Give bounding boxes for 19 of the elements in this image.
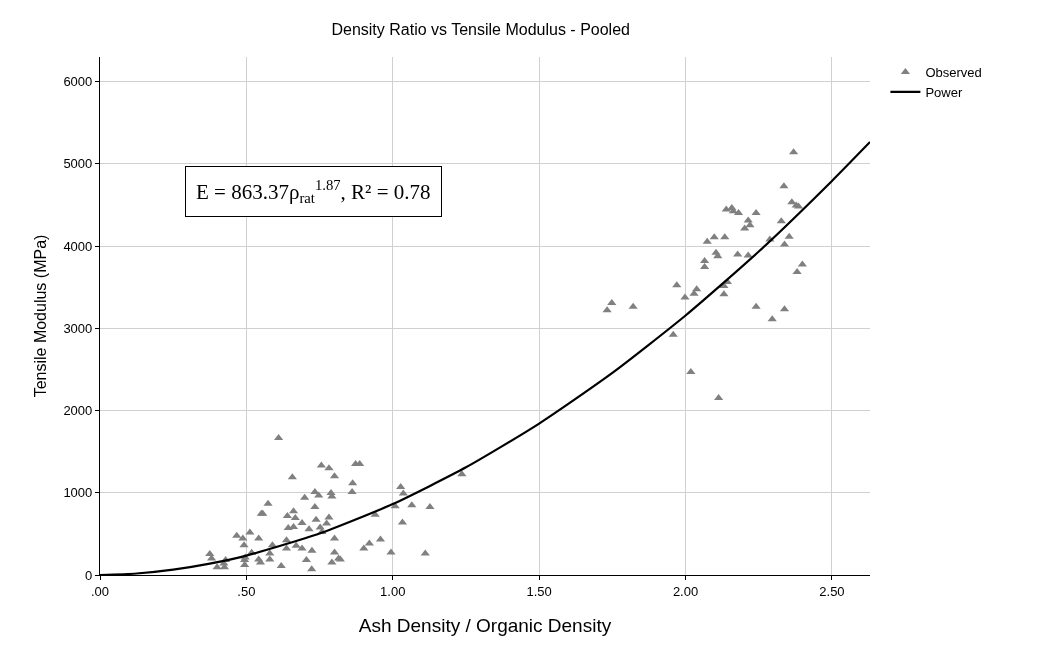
chart-title: Density Ratio vs Tensile Modulus - Pooled xyxy=(331,21,630,39)
legend-label: Power xyxy=(925,84,963,100)
x-tick-label: 1.00 xyxy=(380,583,406,599)
x-tick-label: 2.00 xyxy=(672,583,699,599)
y-tick-label: 6000 xyxy=(63,74,93,90)
legend-label: Observed xyxy=(925,65,982,81)
annotation: E = 863.37ρ$_{rat}$$^{1.87}$, R² = 0.78 xyxy=(196,177,431,207)
x-tick-label: .00 xyxy=(90,583,110,599)
y-tick-label: 4000 xyxy=(63,238,93,254)
y-tick-label: 1000 xyxy=(63,485,93,501)
y-tick-label: 2000 xyxy=(63,403,93,419)
y-tick-label: 3000 xyxy=(63,320,93,336)
x-tick-label: .50 xyxy=(237,583,256,599)
x-tick-label: 2.50 xyxy=(819,583,845,599)
x-tick-label: 1.50 xyxy=(526,583,552,599)
y-tick-label: 5000 xyxy=(63,156,93,172)
y-axis-title: Tensile Modulus (MPa) xyxy=(32,234,50,398)
x-axis-title: Ash Density / Organic Density xyxy=(358,614,612,636)
y-tick-label: 0 xyxy=(85,567,93,583)
